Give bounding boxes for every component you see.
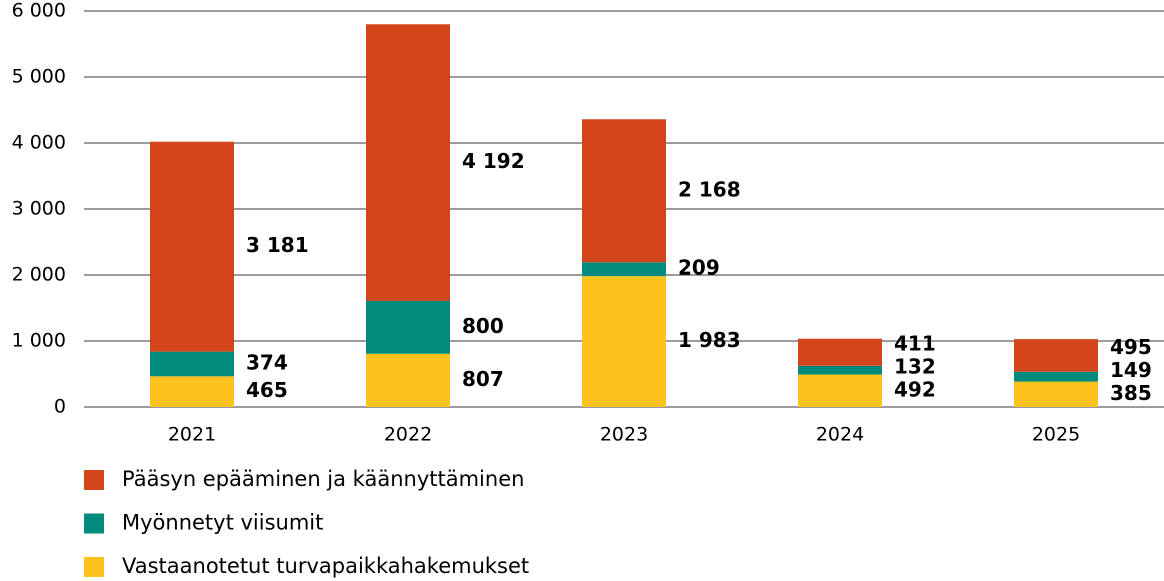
value-label: 1 983 — [678, 328, 741, 352]
bar-segment — [582, 119, 666, 263]
x-tick-label: 2022 — [384, 424, 432, 446]
value-label: 495 — [1110, 335, 1152, 359]
bar-segment — [150, 351, 234, 377]
bar-segment — [582, 276, 666, 407]
value-label: 411 — [894, 331, 936, 355]
bar-segment — [798, 365, 882, 375]
legend-swatch — [84, 470, 104, 490]
bar-segment — [1014, 371, 1098, 382]
value-label: 492 — [894, 377, 936, 401]
value-label: 2 168 — [678, 177, 741, 201]
x-tick-label: 2023 — [600, 424, 648, 446]
y-tick-label: 4 000 — [12, 132, 66, 154]
legend-label: Pääsyn epääminen ja käännyttäminen — [122, 467, 524, 491]
y-tick-label: 3 000 — [12, 198, 66, 220]
bar-segment — [150, 141, 234, 352]
y-tick-label: 0 — [54, 396, 66, 418]
y-tick-label: 2 000 — [12, 264, 66, 286]
bar-segment — [798, 374, 882, 407]
value-label: 3 181 — [246, 233, 309, 257]
y-tick-label: 6 000 — [12, 0, 66, 22]
bar-segment — [366, 24, 450, 301]
y-tick-label: 5 000 — [12, 66, 66, 88]
bar-segment — [798, 338, 882, 366]
x-tick-label: 2025 — [1032, 424, 1080, 446]
legend-label: Myönnetyt viisumit — [122, 511, 323, 535]
bar-segment — [1014, 381, 1098, 407]
value-label: 385 — [1110, 381, 1152, 405]
bar-segment — [366, 353, 450, 407]
bar-segment — [366, 300, 450, 354]
value-label: 4 192 — [462, 149, 525, 173]
value-label: 800 — [462, 314, 504, 338]
x-tick-label: 2021 — [168, 424, 216, 446]
value-label: 132 — [894, 354, 936, 378]
legend-swatch — [84, 557, 104, 577]
y-tick-label: 1 000 — [12, 330, 66, 352]
bar-segment — [582, 262, 666, 277]
value-label: 149 — [1110, 358, 1152, 382]
legend-swatch — [84, 513, 104, 534]
bar-segment — [150, 376, 234, 407]
x-tick-label: 2024 — [816, 424, 864, 446]
legend-label: Vastaanotetut turvapaikkahakemukset — [122, 554, 529, 578]
value-label: 209 — [678, 256, 720, 280]
value-label: 374 — [246, 350, 288, 374]
bar-segment — [1014, 339, 1098, 372]
value-label: 465 — [246, 378, 288, 402]
value-label: 807 — [462, 367, 504, 391]
